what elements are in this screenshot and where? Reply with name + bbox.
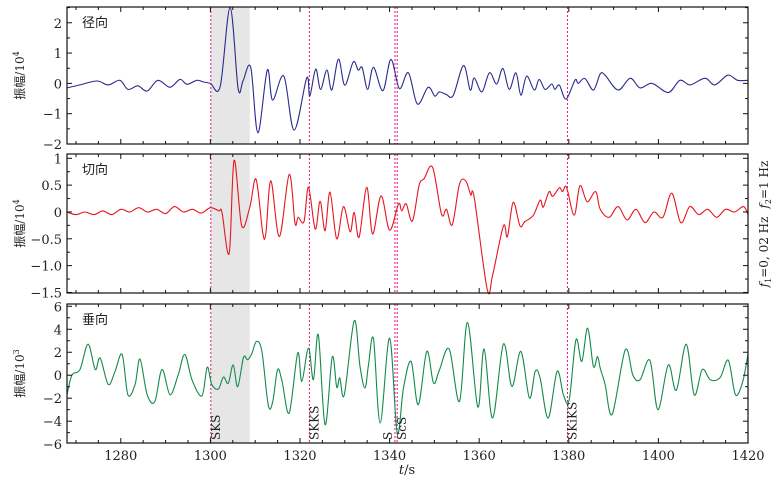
- panel-frame: [66, 153, 749, 294]
- phase-label-skiks: SKiKS: [565, 402, 579, 440]
- f1-subscript: 1: [764, 278, 773, 283]
- y-tick-label: 4: [54, 323, 62, 338]
- phase-label-sks: SKS: [209, 415, 223, 440]
- y-tick-label: 1: [54, 47, 62, 62]
- y-tick-label: 2: [54, 17, 62, 32]
- x-tick-label: 1420: [731, 449, 764, 464]
- panel-frame: [66, 303, 749, 444]
- f1-symbol: f: [757, 280, 771, 288]
- y-tick-label: 6: [54, 300, 62, 315]
- y-tick-label: 2: [54, 346, 62, 361]
- x-tick-label: 1340: [373, 449, 406, 464]
- phase-label-skks: SKKS: [307, 406, 321, 440]
- y-tick-label: −1: [43, 108, 62, 123]
- y-axis-label: 振幅/104: [12, 199, 27, 247]
- y-axis-label-exponent: 4: [12, 51, 21, 56]
- shaded-window: [210, 154, 250, 293]
- x-tick-label: 1380: [552, 449, 585, 464]
- filter-annotation: f1=0, 02 Hzf2=1 Hz: [757, 161, 773, 289]
- y-axis-label-text: 振幅/10: [12, 354, 27, 397]
- panel-title: 垂向: [82, 312, 108, 328]
- f2-value: =1 Hz: [757, 161, 771, 199]
- f2-symbol: f: [757, 202, 771, 210]
- waveform-line: [66, 7, 749, 134]
- y-axis-label-text: 振幅/10: [12, 204, 27, 247]
- y-axis-label: 振幅/103: [12, 349, 27, 397]
- x-axis-label-var: t: [399, 463, 405, 478]
- x-tick-label: 1360: [463, 449, 496, 464]
- shaded-window: [210, 7, 250, 144]
- y-tick-label: 0: [54, 206, 62, 221]
- waveform-line: [66, 320, 749, 435]
- phase-label-scs: ScS: [395, 417, 409, 440]
- panel-frame: [66, 6, 749, 145]
- x-tick-label: 1300: [194, 449, 227, 464]
- y-axis-label-exponent: 4: [12, 199, 21, 204]
- y-tick-label: 1: [54, 152, 62, 167]
- y-axis-label-exponent: 3: [12, 349, 21, 354]
- x-tick-label: 1280: [104, 449, 137, 464]
- y-tick-label: 0: [54, 77, 62, 92]
- f2-subscript: 2: [764, 199, 773, 204]
- y-tick-label: −2: [43, 138, 62, 153]
- y-tick-label: −1.0: [30, 260, 62, 275]
- x-tick-label: 1400: [642, 449, 675, 464]
- x-axis-label-unit: /s: [404, 463, 415, 478]
- panel-title: 径向: [82, 15, 108, 31]
- y-tick-label: −6: [43, 438, 62, 453]
- y-tick-label: −4: [43, 415, 62, 430]
- x-axis: 1280 1300 1320 1340 1360 1380 1400 1420: [104, 449, 764, 464]
- x-tick-label: 1320: [283, 449, 316, 464]
- x-axis-label: t/s: [399, 463, 415, 478]
- phase-label-s: S: [381, 432, 395, 440]
- y-axis-label: 振幅/104: [12, 51, 27, 99]
- f1-value: =0, 02 Hz: [757, 217, 771, 278]
- y-tick-label: −0.5: [30, 233, 62, 248]
- y-tick-label: 0.5: [41, 179, 62, 194]
- y-axis-label-text: 振幅/10: [12, 56, 27, 99]
- y-tick-label: −1.5: [30, 286, 62, 301]
- y-tick-label: −2: [43, 392, 62, 407]
- panel-title: 切向: [82, 162, 108, 178]
- y-tick-label: 0: [54, 369, 62, 384]
- waveform-line: [66, 159, 749, 295]
